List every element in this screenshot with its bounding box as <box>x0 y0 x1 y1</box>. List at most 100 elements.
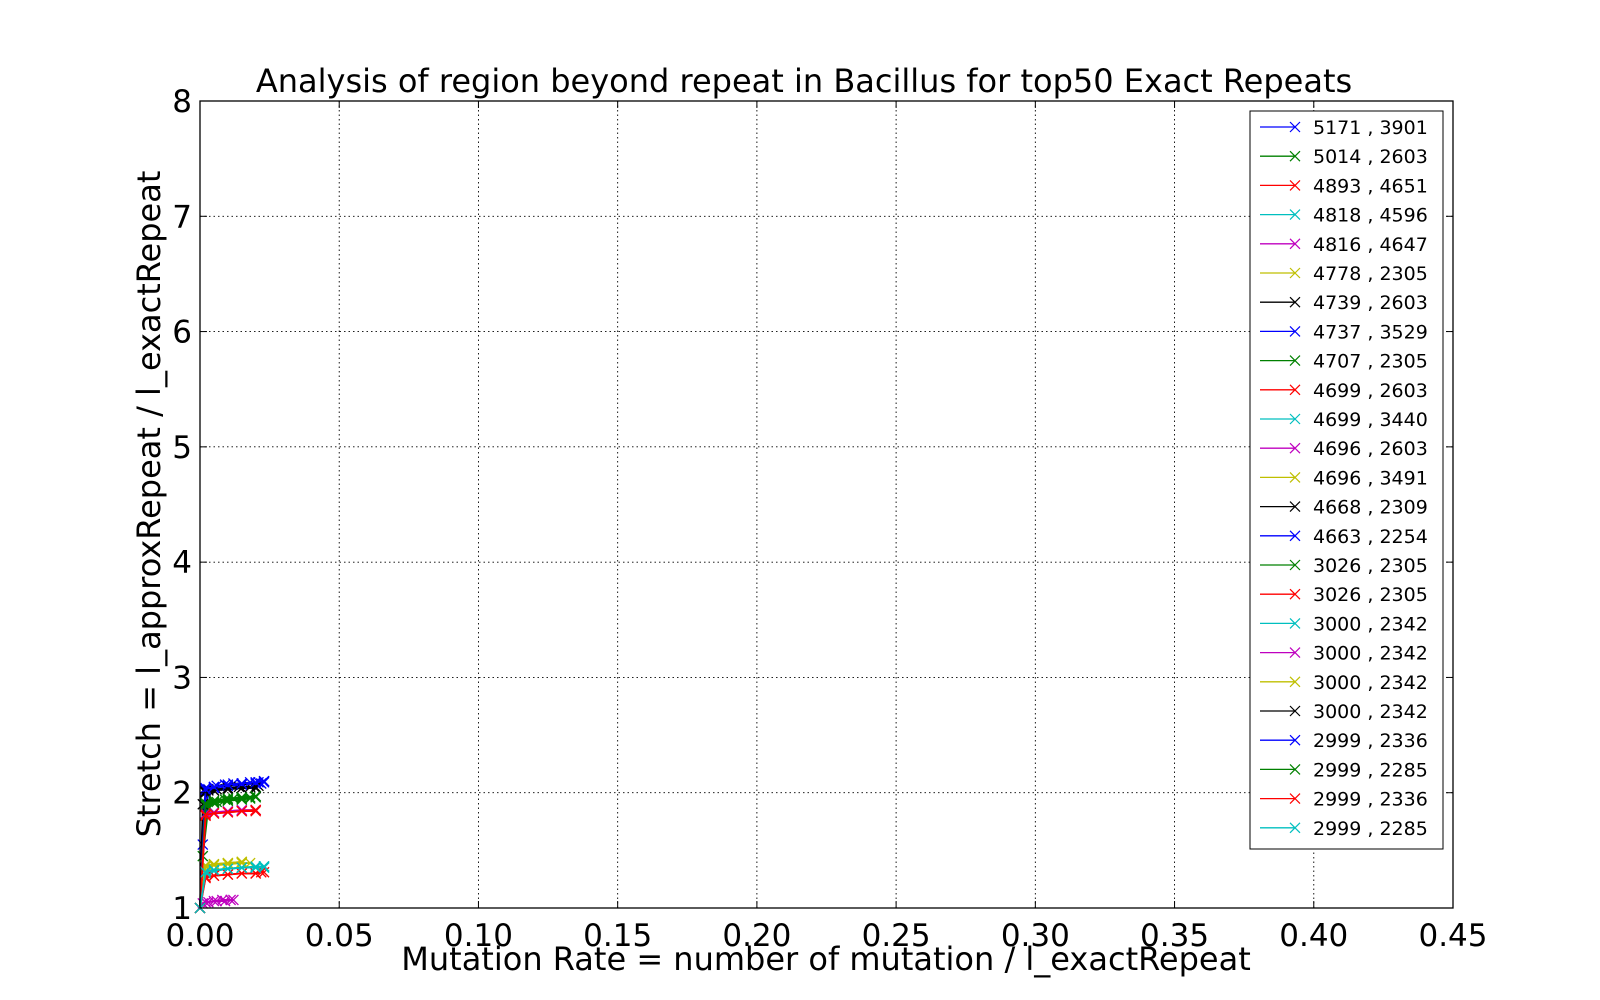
legend-entry: 4893 , 4651 <box>1260 175 1428 197</box>
data-point-marker <box>208 781 220 793</box>
data-point-marker <box>236 791 248 803</box>
x-tick-label: 0.00 <box>165 918 234 954</box>
y-tick-label: 6 <box>172 315 192 351</box>
y-tick-label: 5 <box>172 430 192 466</box>
legend-entry: 3026 , 2305 <box>1260 584 1428 606</box>
legend-marker <box>1289 588 1301 600</box>
legend-entry: 4696 , 3491 <box>1260 467 1428 489</box>
chart-title: Analysis of region beyond repeat in Baci… <box>256 62 1352 100</box>
legend-label: 4696 , 2603 <box>1313 438 1428 460</box>
y-tick-label: 7 <box>172 199 192 235</box>
legend-label: 4663 , 2254 <box>1313 526 1428 548</box>
x-tick-label: 0.10 <box>444 918 513 954</box>
legend-marker <box>1289 121 1301 133</box>
legend-entry: 3000 , 2342 <box>1260 613 1428 635</box>
legend-label: 5171 , 3901 <box>1313 117 1428 139</box>
legend-label: 3000 , 2342 <box>1313 672 1428 694</box>
data-point-marker <box>227 894 239 906</box>
legend-marker <box>1289 559 1301 571</box>
legend-marker <box>1289 530 1301 542</box>
legend-label: 2999 , 2285 <box>1313 759 1428 781</box>
legend-label: 3026 , 2305 <box>1313 584 1428 606</box>
legend-marker <box>1289 384 1301 396</box>
legend-marker <box>1289 793 1301 805</box>
x-tick-label: 0.30 <box>1001 918 1070 954</box>
legend-marker <box>1289 442 1301 454</box>
legend-marker <box>1289 501 1301 513</box>
legend-label: 4778 , 2305 <box>1313 263 1428 285</box>
legend-label: 3026 , 2305 <box>1313 555 1428 577</box>
data-point-marker <box>200 866 212 878</box>
legend-label: 4816 , 4647 <box>1313 234 1428 256</box>
legend-marker <box>1289 734 1301 746</box>
plot-frame <box>199 100 1454 909</box>
data-point-marker <box>222 794 234 806</box>
data-point-marker <box>222 805 234 817</box>
legend-entry: 4668 , 2309 <box>1260 497 1428 519</box>
series-path <box>199 809 256 909</box>
legend-marker <box>1289 325 1301 337</box>
data-point-marker <box>208 795 220 807</box>
grid <box>200 101 1453 908</box>
data-point-marker <box>222 793 234 804</box>
legend-marker <box>1289 209 1301 221</box>
legend-entry: 3000 , 2342 <box>1260 643 1428 665</box>
legend-marker <box>1289 179 1301 191</box>
data-point-marker <box>216 894 228 906</box>
legend-label: 5014 , 2603 <box>1313 146 1428 168</box>
legend-marker <box>1289 296 1301 308</box>
series-line <box>194 861 270 914</box>
legend-label: 4699 , 3440 <box>1313 409 1428 431</box>
legend-entry: 4699 , 3440 <box>1260 409 1428 431</box>
data-point-marker <box>236 862 248 874</box>
data-point-marker <box>236 805 248 817</box>
data-point-marker <box>258 776 270 788</box>
data-point-marker <box>222 779 234 791</box>
legend-entry: 4663 , 2254 <box>1260 526 1428 548</box>
legend-marker <box>1289 822 1301 834</box>
y-axis-label: Stretch = l_approxRepeat / l_exactRepeat <box>130 171 168 838</box>
legend-marker <box>1289 705 1301 717</box>
data-point-marker <box>222 863 234 875</box>
legend-entry: 4816 , 4647 <box>1260 234 1428 256</box>
series-layer <box>194 775 270 914</box>
legend-marker <box>1289 267 1301 279</box>
legend-marker <box>1289 763 1301 775</box>
legend-marker <box>1289 413 1301 425</box>
legend-entry: 2999 , 2336 <box>1260 730 1428 752</box>
legend: 5171 , 3901 5014 , 2603 4893 , 4651 4818 , … <box>1249 110 1444 850</box>
legend-entry: 4699 , 2603 <box>1260 380 1428 402</box>
data-point-marker <box>258 861 270 872</box>
y-tick-label: 8 <box>172 84 192 120</box>
x-tick-label: 0.05 <box>305 918 374 954</box>
legend-entry: 5014 , 2603 <box>1260 146 1428 168</box>
data-point-marker <box>222 858 234 870</box>
data-point-marker <box>250 805 262 817</box>
legend-box <box>1249 110 1444 850</box>
legend-entry: 2999 , 2336 <box>1260 789 1428 811</box>
x-tick-label: 0.35 <box>1140 918 1209 954</box>
data-point-marker <box>250 804 262 816</box>
data-point-marker <box>236 857 248 869</box>
data-point-marker <box>225 894 237 906</box>
legend-entry: 3026 , 2305 <box>1260 555 1428 577</box>
data-point-marker <box>222 806 234 818</box>
legend-label: 4699 , 2603 <box>1313 380 1428 402</box>
x-tick-label: 0.45 <box>1418 918 1487 954</box>
legend-label: 4737 , 3529 <box>1313 321 1428 343</box>
legend-entry: 4737 , 3529 <box>1260 321 1428 343</box>
legend-label: 4893 , 4651 <box>1313 175 1428 197</box>
data-point-marker <box>250 861 262 872</box>
legend-entry: 3000 , 2342 <box>1260 701 1428 723</box>
legend-label: 4696 , 3491 <box>1313 467 1428 489</box>
series-path <box>199 809 256 909</box>
legend-entry: 2999 , 2285 <box>1260 759 1428 781</box>
legend-label: 3000 , 2342 <box>1313 701 1428 723</box>
x-tick-label: 0.15 <box>583 918 652 954</box>
legend-entry: 4739 , 2603 <box>1260 292 1428 314</box>
legend-entry: 4778 , 2305 <box>1260 263 1428 285</box>
data-point-marker <box>236 793 248 804</box>
y-tick-label: 2 <box>172 776 192 812</box>
legend-entry: 3000 , 2342 <box>1260 672 1428 694</box>
x-tick-label: 0.40 <box>1279 918 1348 954</box>
